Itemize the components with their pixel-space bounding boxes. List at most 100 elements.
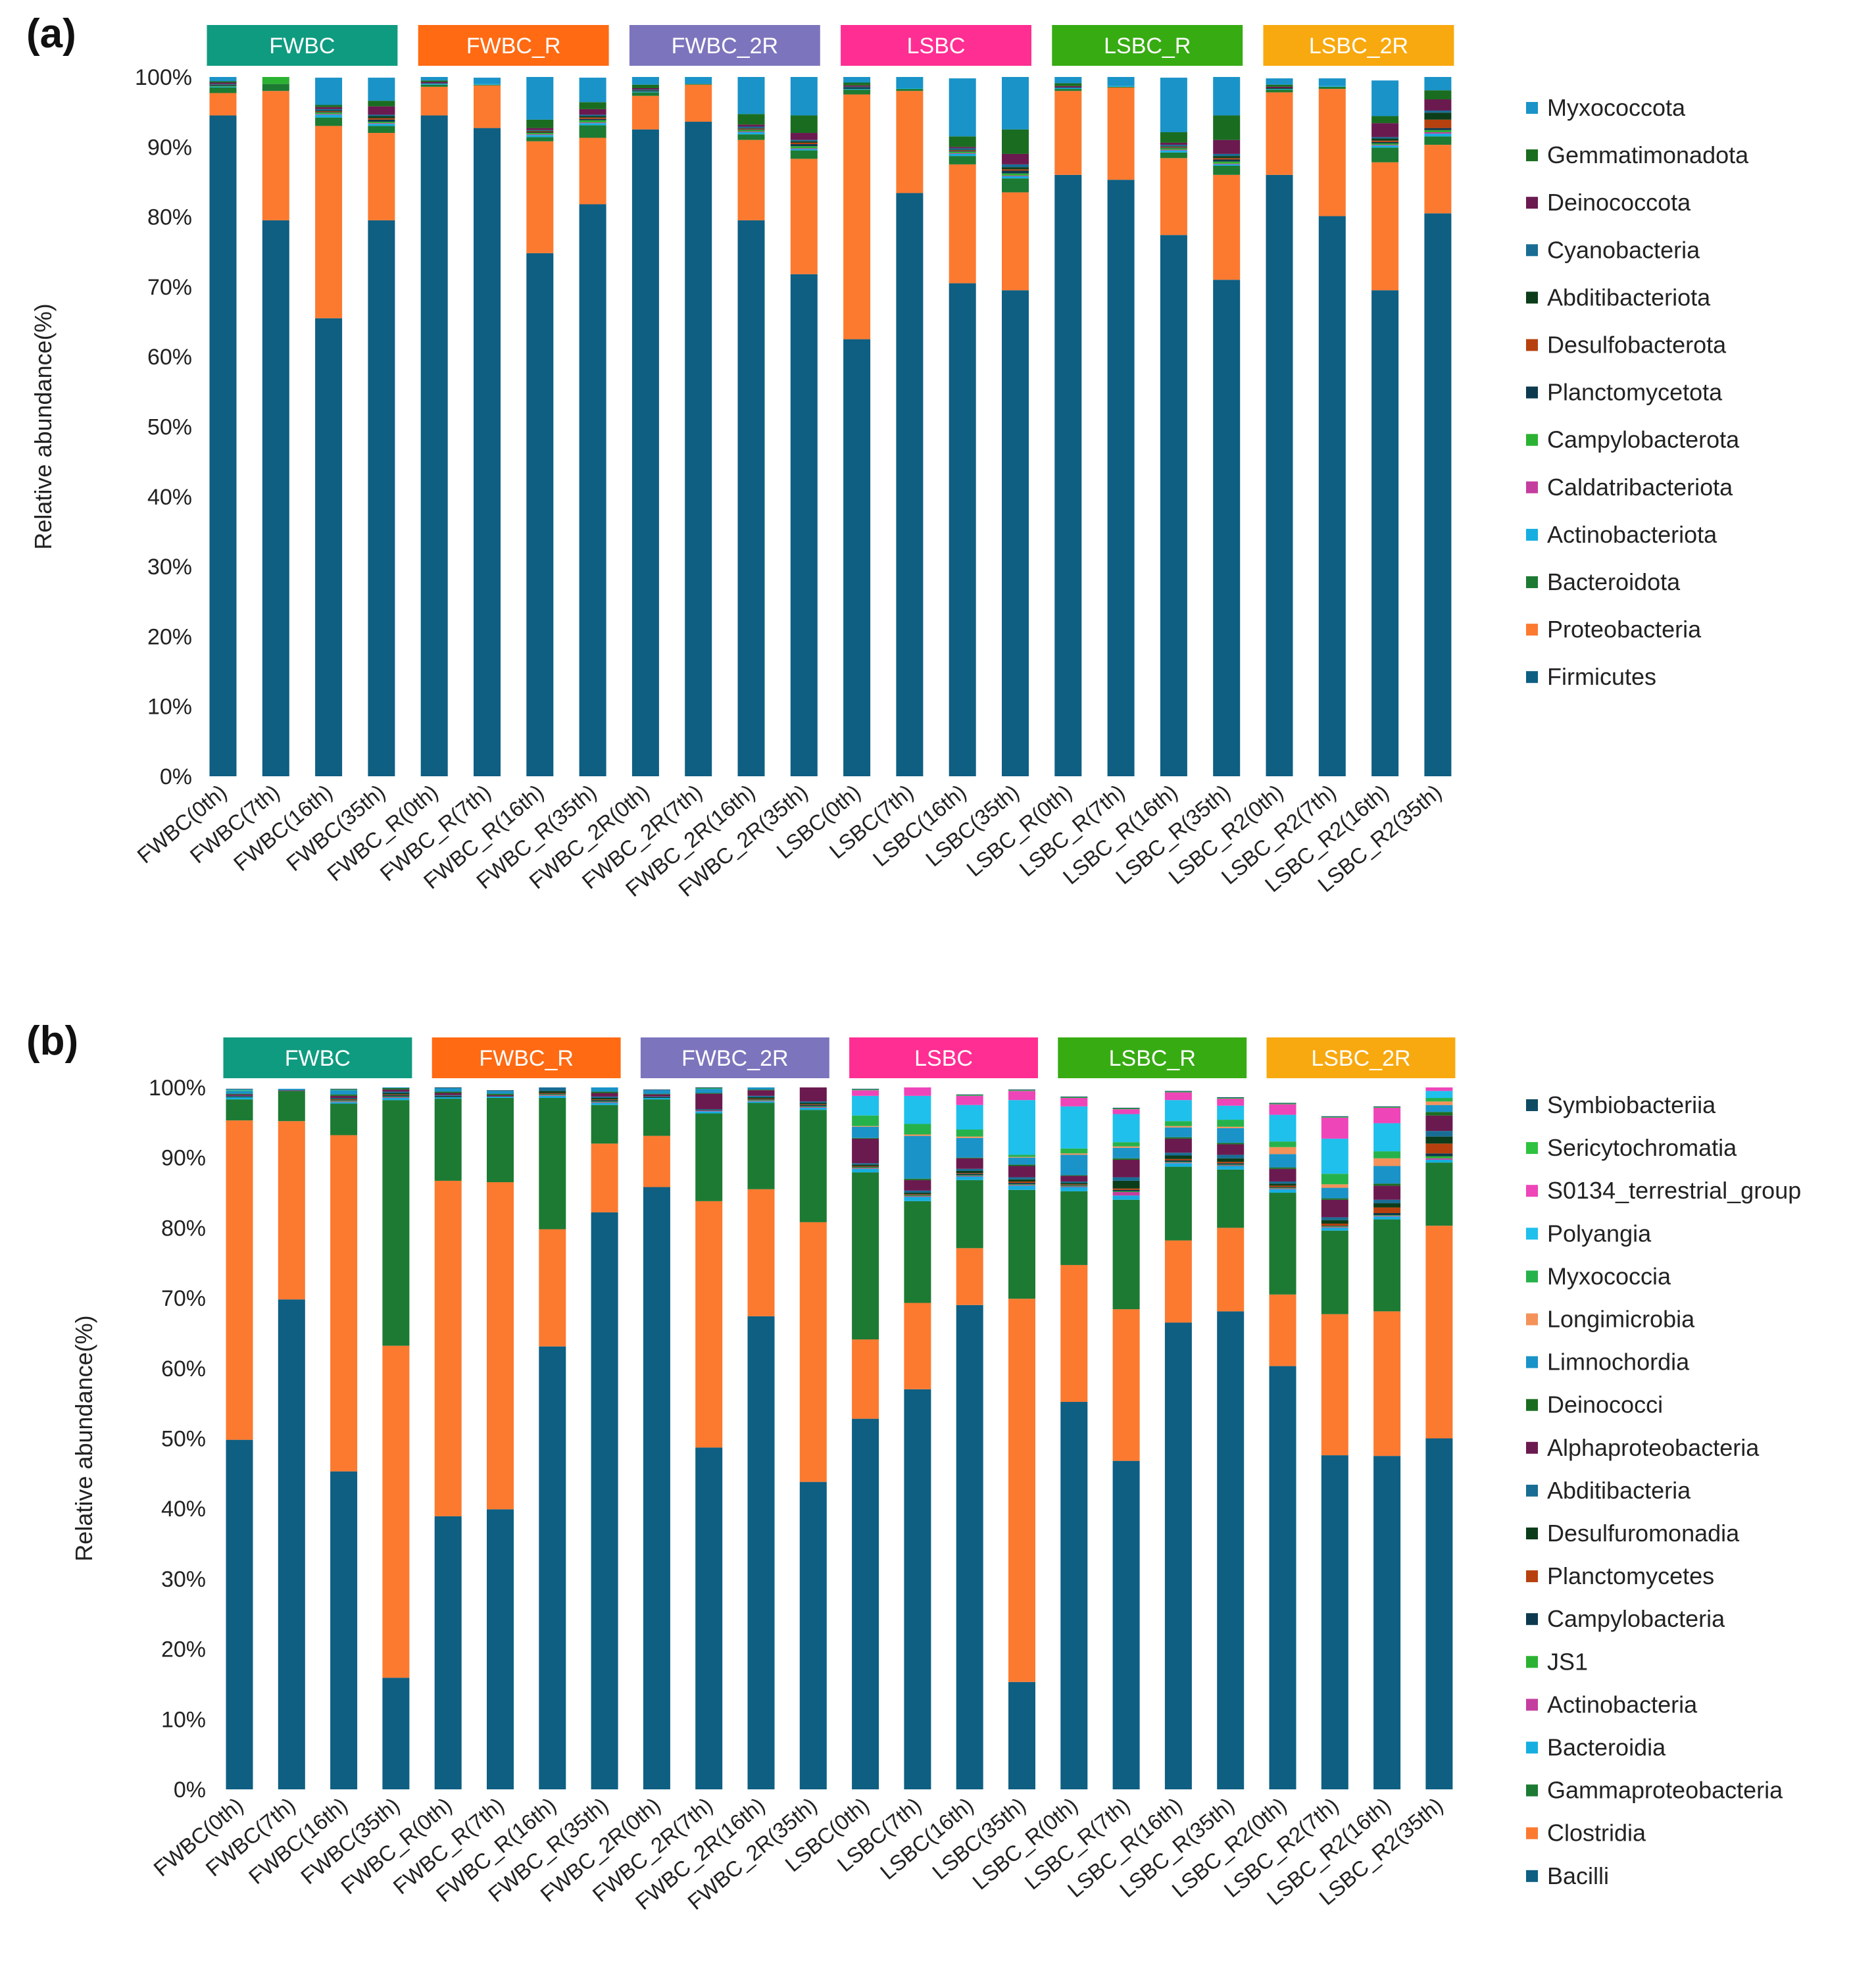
bar-segment-polyangia <box>226 1089 253 1091</box>
bar-segment-symbiobacteriia <box>487 1090 514 1091</box>
group-header-fwbc-2r <box>629 25 820 66</box>
bar-segment-symbiobacteriia <box>434 1087 462 1089</box>
legend-label-bacteroidota: Bacteroidota <box>1547 568 1681 595</box>
bar-segment-gammaproteobacteria <box>539 1098 566 1230</box>
bar-segment-deinococci <box>1060 1175 1088 1176</box>
bar-segment-myxococcota <box>420 77 448 81</box>
bar-segment-myxococcota <box>685 77 712 84</box>
legend-label-desulfuromonadia: Desulfuromonadia <box>1547 1520 1740 1547</box>
y-tick-label: 100% <box>149 1076 206 1101</box>
bar-segment-deinococci <box>1425 1112 1453 1116</box>
bar-segment-cyanobacteria <box>1213 153 1241 157</box>
group-header-label: FWBC <box>269 34 335 59</box>
group-header-fwbc-r <box>432 1037 621 1078</box>
bar-segment-limnochordia <box>382 1087 410 1089</box>
bar-segment-abditibacteria <box>956 1168 983 1171</box>
legend-label-abditibacteriota: Abditibacteriota <box>1547 284 1711 311</box>
bar-segment-proteobacteria <box>526 141 554 253</box>
bar-segment-alphaproteobacteria <box>591 1093 618 1097</box>
bar-segment-abditibacteriota <box>790 141 818 143</box>
bar-segment-clostridia <box>1008 1299 1035 1682</box>
bar-segment-bacilli <box>695 1447 723 1789</box>
bar-segment-limnochordia <box>747 1087 775 1090</box>
bar-segment-clostridia <box>1269 1294 1296 1366</box>
bar-segment-bacilli <box>643 1187 670 1789</box>
bar-segment-gemmatimonadota <box>1213 115 1241 140</box>
bar-segment-gammaproteobacteria <box>1425 1162 1453 1226</box>
bar-segment-clostridia <box>1373 1311 1401 1456</box>
bar-segment-abditibacteria <box>330 1098 358 1099</box>
bar-segment-myxococcia <box>1269 1141 1296 1147</box>
bar-segment-campylobacterota <box>1160 148 1187 150</box>
bar-segment-limnochordia <box>591 1087 618 1092</box>
bar-segment-desulfobacterota <box>579 117 606 119</box>
bar-segment-firmicutes <box>1371 290 1399 777</box>
bar-segment-bacteroidota <box>737 134 765 140</box>
bar-segment-proteobacteria <box>474 85 501 128</box>
bar-segment-bacteroidota <box>1424 136 1452 145</box>
bar-segment-desulfuromonadia <box>1112 1180 1140 1189</box>
bar-segment-gammaproteobacteria <box>1373 1219 1401 1312</box>
bar-segment-polyangia <box>1112 1114 1140 1143</box>
bar-segment-polyangia <box>1164 1100 1192 1122</box>
legend-swatch-actinobacteria <box>1526 1699 1538 1711</box>
bar-segment-bacteroidota <box>474 84 501 86</box>
legend-label-clostridia: Clostridia <box>1547 1820 1646 1847</box>
bar-segment-deinococci <box>434 1091 462 1093</box>
bar-segment-myxococcia <box>330 1089 358 1091</box>
bar-segment-bacteroidota <box>685 84 712 85</box>
bar-segment-limnochordia <box>1321 1187 1348 1199</box>
group-header-label: LSBC <box>907 34 966 59</box>
bar-segment-abditibacteriota <box>526 130 554 132</box>
bar-segment-bacteroidota <box>420 84 448 87</box>
bar-segment-abditibacteria <box>539 1087 566 1091</box>
bar-segment-planctomycetota <box>949 151 976 152</box>
bar-segment-desulfuromonadia <box>382 1093 410 1095</box>
bar-segment-campylobacterota <box>790 146 818 149</box>
bar-segment-proteobacteria <box>368 133 395 220</box>
bar-segment-myxococcia <box>1112 1142 1140 1147</box>
bar-segment-s0134-terrestrial-group <box>1425 1087 1453 1091</box>
legend-swatch-abditibacteria <box>1526 1484 1538 1497</box>
bar-segment-bacteroidia <box>1269 1189 1296 1193</box>
bar-segment-myxococcota <box>1160 78 1187 132</box>
bar-segment-desulfuromonadia <box>1008 1179 1035 1181</box>
bar-segment-gammaproteobacteria <box>904 1201 931 1303</box>
bar-segment-planctomycetes <box>1217 1162 1245 1164</box>
bar-segment-actinobacteria <box>904 1196 931 1197</box>
bar-segment-limnochordia <box>1164 1127 1192 1137</box>
bar-segment-myxococcia <box>1164 1121 1192 1126</box>
legend-swatch-desulfobacterota <box>1526 339 1538 351</box>
y-tick-label: 40% <box>147 485 192 510</box>
legend-swatch-polyangia <box>1526 1228 1538 1240</box>
bar-segment-bacilli <box>904 1389 931 1789</box>
group-header-fwbc <box>223 1037 412 1078</box>
bar-segment-limnochordia <box>1112 1147 1140 1158</box>
bar-segment-alphaproteobacteria <box>956 1158 983 1169</box>
bar-segment-s0134-terrestrial-group <box>1321 1117 1348 1139</box>
bar-segment-gemmatimonadota <box>209 81 237 83</box>
bar-segment-myxococcota <box>737 77 765 114</box>
y-tick-label: 50% <box>147 415 192 440</box>
bar-segment-gemmatimonadota <box>949 136 976 147</box>
bar-segment-bacteroidia <box>591 1103 618 1105</box>
bar-segment-limnochordia <box>330 1090 358 1095</box>
bar-segment-longimicrobia <box>1373 1158 1401 1166</box>
legend-label-myxococcota: Myxococcota <box>1547 94 1686 121</box>
bar-segment-planctomycetes <box>1112 1188 1140 1190</box>
bar-segment-proteobacteria <box>315 126 343 318</box>
bar-segment-caldatribacteriota <box>579 122 606 124</box>
legend-swatch-s0134-terrestrial-group <box>1526 1185 1538 1197</box>
panel-a: (a) Relative abundance(%) 0% 10% 20% 30% 40% 50… <box>26 11 1749 901</box>
bar-segment-bacteroidia <box>695 1111 723 1114</box>
group-header-lsbc-r <box>1052 25 1243 66</box>
bar-segment-gemmatimonadota <box>737 114 765 125</box>
bar-segment-bacteroidota <box>790 150 818 159</box>
bar-segment-campylobacterota <box>737 130 765 132</box>
bar-segment-bacilli <box>591 1212 618 1789</box>
bar-segment-proteobacteria <box>209 93 237 116</box>
bar-segment-bacteroidia <box>382 1098 410 1101</box>
bar-segment-abditibacteria <box>226 1095 253 1097</box>
bar-segment-alphaproteobacteria <box>226 1094 253 1096</box>
bar-segment-campylobacteria <box>591 1100 618 1102</box>
